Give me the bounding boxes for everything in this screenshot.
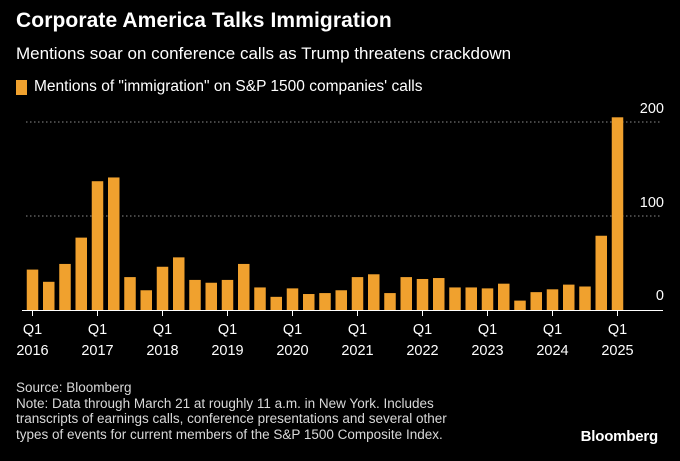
legend-label: Mentions of "immigration" on S&P 1500 co… bbox=[34, 78, 423, 95]
y-tick-label: 100 bbox=[640, 195, 664, 211]
bar bbox=[530, 292, 542, 310]
bar bbox=[75, 237, 87, 310]
bar bbox=[26, 269, 39, 310]
chart-footer: Source: Bloomberg Note: Data through Mar… bbox=[16, 380, 447, 442]
x-tick-quarter-label: Q1 bbox=[543, 322, 562, 338]
bar bbox=[595, 235, 607, 310]
bar bbox=[611, 117, 624, 310]
bar bbox=[221, 279, 234, 310]
bar bbox=[140, 290, 152, 310]
x-tick-year-label: 2023 bbox=[471, 343, 503, 359]
x-tick-quarter-label: Q1 bbox=[88, 322, 107, 338]
x-tick-quarter-label: Q1 bbox=[608, 322, 627, 338]
bar bbox=[335, 290, 347, 310]
x-tick-year-label: 2025 bbox=[601, 343, 633, 359]
bar bbox=[91, 181, 104, 310]
bar bbox=[189, 279, 201, 310]
source-note: Source: Bloomberg bbox=[16, 380, 132, 395]
bar bbox=[465, 287, 477, 310]
note-line-1: Note: Data through March 21 at roughly 1… bbox=[16, 395, 434, 411]
bar bbox=[579, 286, 591, 310]
x-tick-year-label: 2020 bbox=[276, 343, 308, 359]
bar bbox=[319, 293, 331, 310]
bloomberg-logo: Bloomberg bbox=[580, 428, 659, 445]
x-tick-year-label: 2016 bbox=[16, 343, 48, 359]
legend-swatch bbox=[16, 79, 27, 95]
bar bbox=[351, 277, 364, 310]
bar bbox=[481, 288, 494, 310]
x-tick-quarter-label: Q1 bbox=[153, 322, 172, 338]
x-tick-year-label: 2019 bbox=[211, 343, 243, 359]
bar bbox=[368, 274, 380, 310]
x-tick-year-label: 2021 bbox=[341, 343, 373, 359]
chart-title: Corporate America Talks Immigration bbox=[16, 9, 392, 32]
chart-subtitle: Mentions soar on conference calls as Tru… bbox=[16, 44, 512, 63]
y-tick-label: 200 bbox=[640, 101, 664, 117]
bar bbox=[238, 263, 250, 310]
bar bbox=[173, 257, 185, 310]
note-line-2: transcripts of earnings calls, conferenc… bbox=[16, 411, 447, 426]
bar bbox=[400, 277, 412, 310]
y-tick-label: 0 bbox=[656, 288, 664, 304]
x-tick-year-label: 2022 bbox=[406, 343, 438, 359]
bar bbox=[108, 177, 120, 310]
bar bbox=[270, 296, 282, 310]
bar bbox=[156, 266, 169, 310]
bar bbox=[254, 287, 266, 310]
bar bbox=[546, 289, 559, 310]
bar bbox=[384, 293, 396, 310]
x-tick-quarter-label: Q1 bbox=[413, 322, 432, 338]
bar bbox=[303, 294, 315, 310]
chart-legend: Mentions of "immigration" on S&P 1500 co… bbox=[16, 78, 422, 96]
bar bbox=[205, 282, 217, 310]
bar bbox=[124, 277, 136, 310]
x-tick-year-label: 2018 bbox=[146, 343, 178, 359]
x-tick-quarter-label: Q1 bbox=[348, 322, 367, 338]
bar bbox=[563, 284, 575, 310]
x-tick-quarter-label: Q1 bbox=[478, 322, 497, 338]
bar bbox=[433, 278, 445, 310]
bar bbox=[498, 283, 510, 310]
bar bbox=[514, 300, 526, 310]
x-tick-quarter-label: Q1 bbox=[23, 322, 42, 338]
x-tick-quarter-label: Q1 bbox=[283, 322, 302, 338]
note-line-3: types of events for current members of t… bbox=[16, 426, 443, 442]
bar bbox=[43, 281, 55, 310]
bar bbox=[286, 288, 299, 310]
x-tick-quarter-label: Q1 bbox=[218, 322, 237, 338]
bar bbox=[59, 263, 71, 310]
bar bbox=[416, 278, 429, 310]
x-tick-year-label: 2017 bbox=[81, 343, 113, 359]
bar bbox=[449, 287, 461, 310]
x-tick-year-label: 2024 bbox=[536, 343, 568, 359]
